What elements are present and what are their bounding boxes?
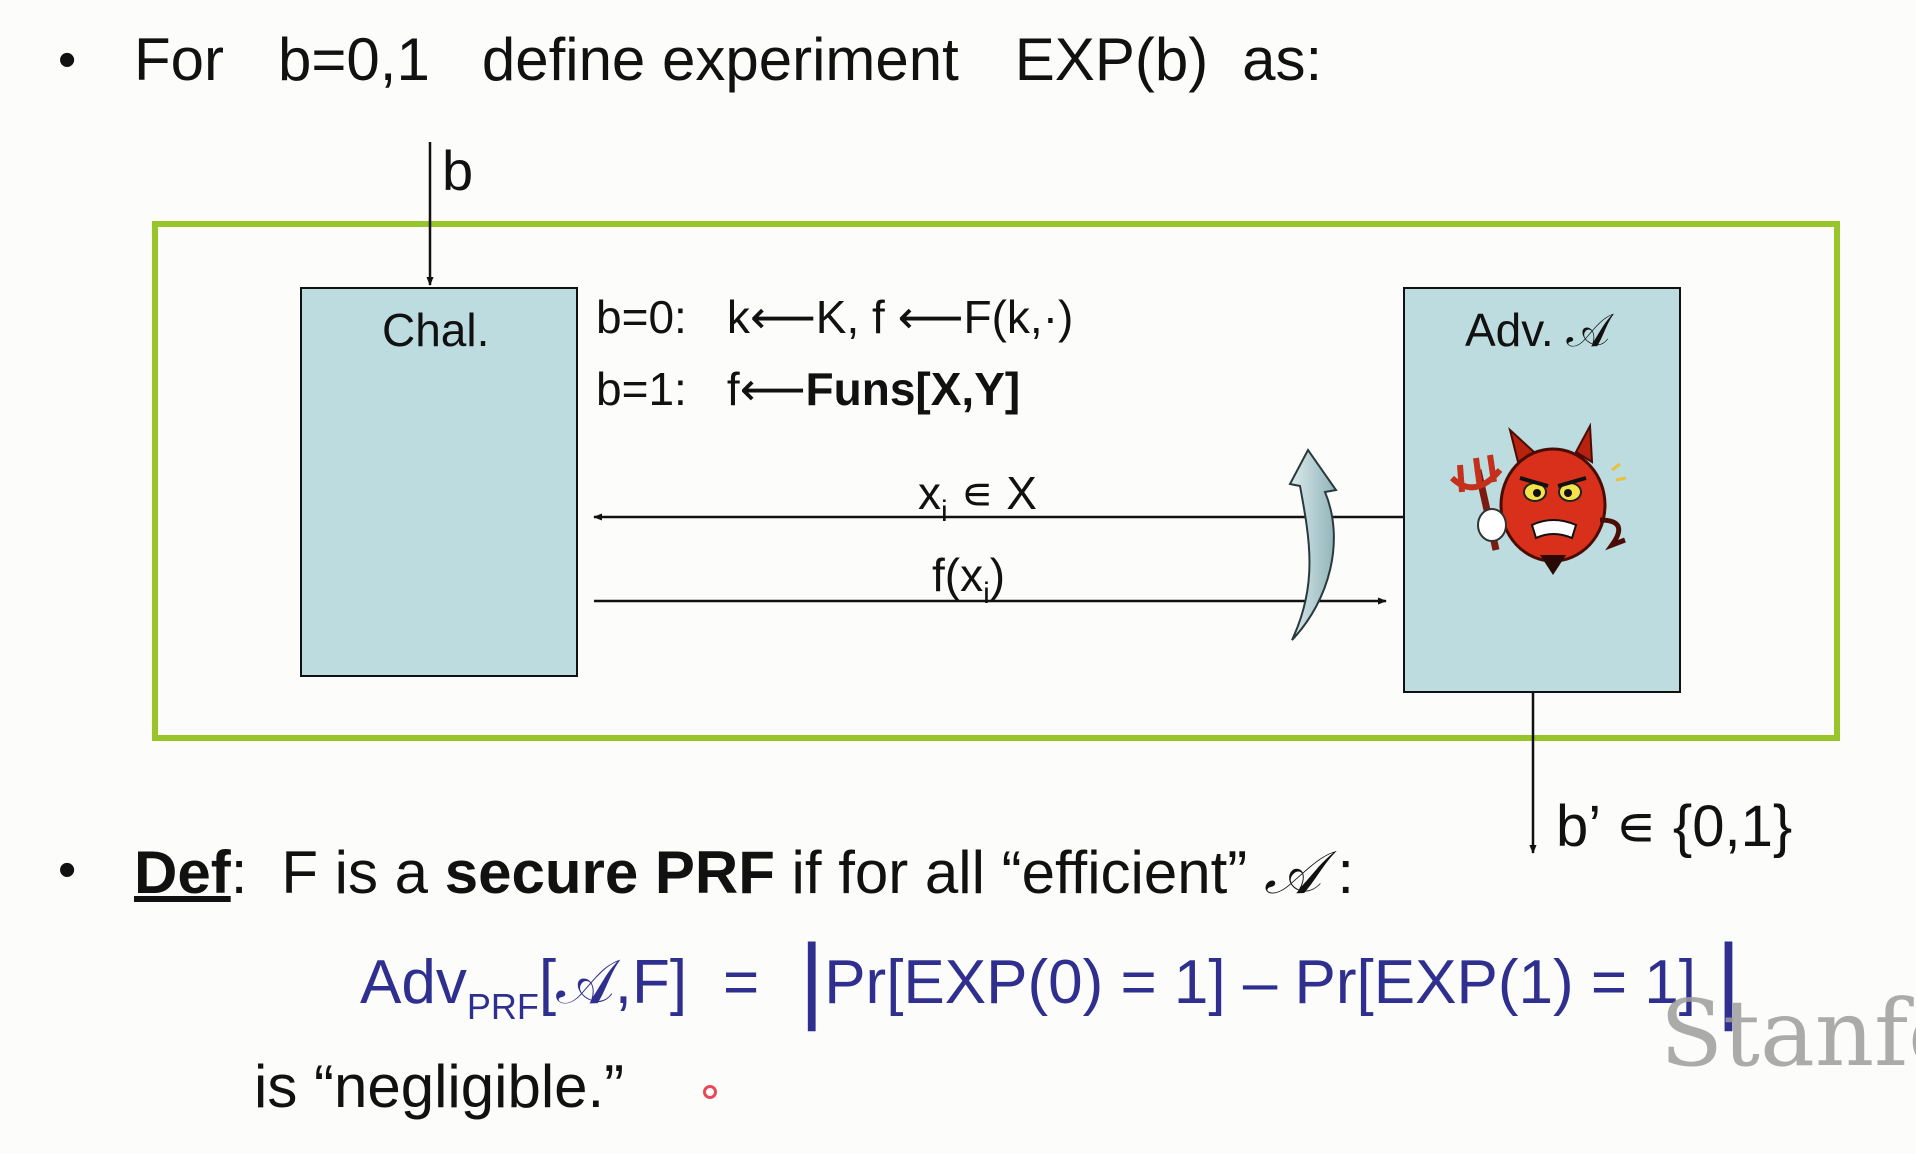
case-b1-prefix: b=1: — [596, 363, 687, 415]
def-label: Def — [134, 839, 231, 906]
b-values: b=0,1 — [278, 26, 430, 93]
case-b0-prefix: b=0: — [596, 291, 687, 343]
formula-bar-left: | — [799, 925, 825, 1032]
devil-mascot-icon — [1449, 422, 1627, 575]
output-label: b’ ∊ {0,1} — [1556, 794, 1793, 859]
query-label-main: x — [918, 467, 941, 519]
query-label: xi ∊ X — [918, 466, 1037, 529]
experiment-frame — [152, 221, 1840, 741]
adversary-label: Adv. 𝒜 — [1465, 304, 1610, 356]
exp-b: EXP(b) — [1014, 26, 1209, 93]
formula-adv: Adv — [360, 948, 467, 1017]
case-b1-funs: Funs[X,Y] — [805, 363, 1021, 415]
word-for: For — [134, 26, 224, 93]
case-b1-text: f⟵ — [726, 363, 806, 415]
formula-rhs: Pr[EXP(0) = 1] – Pr[EXP(1) = 1] — [824, 948, 1696, 1017]
def-text1: F is a — [281, 839, 445, 906]
def-bullet-dot: • — [58, 841, 77, 899]
def-text2: if for all “efficient” — [774, 839, 1264, 906]
definition-line: Def: F is a secure PRF if for all “effici… — [134, 838, 1354, 908]
def-colon: : — [230, 839, 248, 906]
response-label-rest: ) — [989, 549, 1006, 601]
query-label-rest: ∊ X — [947, 467, 1037, 519]
response-label: f(xi) — [932, 548, 1005, 611]
response-label-sub: i — [983, 577, 990, 610]
challenger-box: Chal. — [300, 287, 578, 677]
intro-line: For b=0,1 define experiment EXP(b) as: — [134, 30, 1322, 90]
case-b0-text: k⟵K, f ⟵F(k,·) — [726, 291, 1074, 343]
negligible-line: is “negligible.” — [254, 1053, 625, 1120]
loop-arrow-icon — [1288, 448, 1338, 641]
response-label-main: f(x — [932, 549, 984, 601]
query-label-sub: i — [941, 495, 948, 528]
case-b0: b=0: k⟵K, f ⟵F(k,·) — [596, 290, 1073, 344]
formula-args: [𝒜,F] — [538, 948, 688, 1017]
challenger-label: Chal. — [382, 304, 490, 356]
define-text: define experiment — [481, 26, 959, 93]
def-secure-prf: secure PRF — [444, 839, 775, 906]
word-as: as: — [1242, 26, 1323, 93]
def-adv-symbol: 𝒜 — [1263, 838, 1321, 908]
advantage-formula: AdvPRF[𝒜,F] = |Pr[EXP(0) = 1] – Pr[EXP(1) … — [360, 924, 1741, 1034]
bullet-dot: • — [58, 31, 77, 89]
formula-equals: = — [723, 948, 760, 1017]
stanford-watermark: Stanfo — [1660, 980, 1916, 1087]
laser-pointer-icon — [703, 1085, 717, 1099]
case-b1: b=1: f⟵Funs[X,Y] — [596, 362, 1020, 416]
def-trail: : — [1320, 839, 1355, 906]
input-b-label: b — [442, 139, 474, 202]
formula-bar-right: | — [1716, 925, 1741, 1032]
formula-prf-sub: PRF — [466, 986, 539, 1027]
